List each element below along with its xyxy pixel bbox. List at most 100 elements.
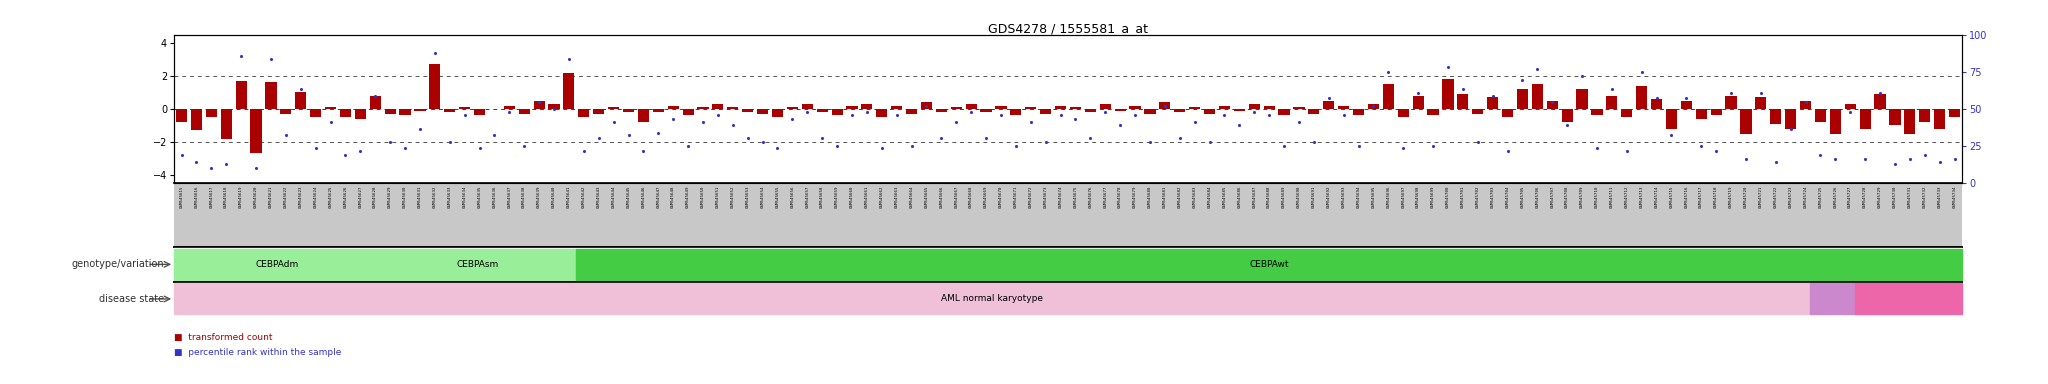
Bar — [190, 109, 203, 130]
Point — [1432, 63, 1464, 70]
Point — [745, 139, 778, 145]
Text: disease state: disease state — [98, 294, 164, 304]
Bar — [1845, 104, 1855, 109]
Text: ■  transformed count: ■ transformed count — [174, 333, 272, 342]
Bar — [846, 106, 858, 109]
Text: GSM545633: GSM545633 — [449, 185, 453, 208]
Bar — [1919, 109, 1931, 122]
Bar — [578, 109, 590, 117]
Title: GDS4278 / 1555581_a_at: GDS4278 / 1555581_a_at — [987, 22, 1149, 35]
Text: GSM545694: GSM545694 — [1356, 185, 1360, 208]
Bar — [444, 109, 455, 112]
Point — [1014, 119, 1047, 125]
Text: GSM545681: GSM545681 — [1163, 185, 1167, 208]
Bar — [1233, 109, 1245, 111]
Bar — [713, 104, 723, 109]
Text: CEBPAwt: CEBPAwt — [1249, 260, 1288, 269]
Bar — [653, 109, 664, 112]
Bar — [891, 106, 903, 109]
Bar — [1786, 109, 1796, 129]
Bar — [727, 107, 739, 109]
Bar — [1501, 109, 1513, 117]
Point — [1565, 73, 1597, 79]
Point — [1135, 139, 1167, 145]
Bar — [995, 106, 1006, 109]
Bar — [326, 107, 336, 109]
Text: GSM545727: GSM545727 — [1847, 185, 1851, 208]
Text: GSM545729: GSM545729 — [1878, 185, 1882, 208]
Bar — [575, 249, 1962, 280]
Bar — [281, 109, 291, 114]
Bar — [1069, 107, 1081, 109]
Text: GSM545693: GSM545693 — [1341, 185, 1346, 208]
Point — [881, 113, 913, 119]
Point — [389, 146, 422, 152]
Bar — [385, 109, 395, 114]
Point — [1804, 152, 1837, 158]
Point — [1894, 156, 1927, 162]
Text: GSM545670: GSM545670 — [999, 185, 1004, 208]
Text: GSM545626: GSM545626 — [344, 185, 348, 208]
Bar — [1755, 97, 1767, 109]
Point — [1030, 139, 1063, 145]
Bar — [535, 101, 545, 109]
Point — [1090, 108, 1122, 114]
Bar — [1442, 79, 1454, 109]
Text: GSM545616: GSM545616 — [195, 185, 199, 208]
Text: GSM545615: GSM545615 — [180, 185, 184, 208]
Bar — [1427, 109, 1438, 116]
Text: GSM545628: GSM545628 — [373, 185, 377, 208]
Text: GSM545643: GSM545643 — [596, 185, 600, 208]
Bar — [1100, 104, 1110, 109]
Bar — [1665, 109, 1677, 129]
Bar — [549, 104, 559, 109]
Text: GSM545648: GSM545648 — [672, 185, 676, 208]
Point — [1253, 113, 1286, 119]
Bar — [309, 109, 322, 117]
Text: GSM545657: GSM545657 — [805, 185, 809, 208]
Text: GSM545621: GSM545621 — [268, 185, 272, 208]
Text: GSM545698: GSM545698 — [1415, 185, 1419, 208]
Text: GSM545631: GSM545631 — [418, 185, 422, 208]
Point — [909, 103, 942, 109]
Text: GSM545682: GSM545682 — [1178, 185, 1182, 208]
Point — [240, 165, 272, 171]
Point — [1669, 95, 1702, 101]
Bar — [1898, 283, 1962, 314]
Text: GSM545652: GSM545652 — [731, 185, 735, 208]
Bar — [266, 83, 276, 109]
Text: GSM545716: GSM545716 — [1683, 185, 1688, 208]
Bar — [379, 249, 575, 280]
Point — [1313, 95, 1346, 101]
Text: GSM545688: GSM545688 — [1268, 185, 1272, 208]
Point — [598, 119, 631, 125]
Point — [508, 143, 541, 149]
Point — [553, 56, 586, 62]
Bar — [1651, 99, 1663, 109]
Text: GSM545699: GSM545699 — [1432, 185, 1436, 208]
Text: GSM545728: GSM545728 — [1864, 185, 1868, 208]
Text: GSM545645: GSM545645 — [627, 185, 631, 208]
Point — [1700, 148, 1733, 154]
Bar — [1323, 101, 1335, 109]
Text: GSM545672: GSM545672 — [1028, 185, 1032, 208]
Bar — [1264, 106, 1274, 109]
Point — [403, 126, 436, 132]
Text: GSM545627: GSM545627 — [358, 185, 362, 208]
Bar — [877, 109, 887, 117]
Point — [1401, 90, 1434, 96]
Point — [463, 146, 496, 152]
Point — [1937, 156, 1970, 162]
Point — [1536, 99, 1569, 105]
Bar — [1219, 106, 1231, 109]
Point — [195, 165, 227, 171]
Point — [641, 129, 674, 136]
Point — [522, 99, 555, 105]
Point — [1298, 139, 1331, 145]
Bar — [340, 109, 350, 117]
Text: GSM545697: GSM545697 — [1401, 185, 1405, 208]
Point — [1268, 143, 1300, 149]
Bar — [1800, 101, 1810, 109]
Bar — [1294, 107, 1305, 109]
Bar — [1591, 109, 1602, 116]
